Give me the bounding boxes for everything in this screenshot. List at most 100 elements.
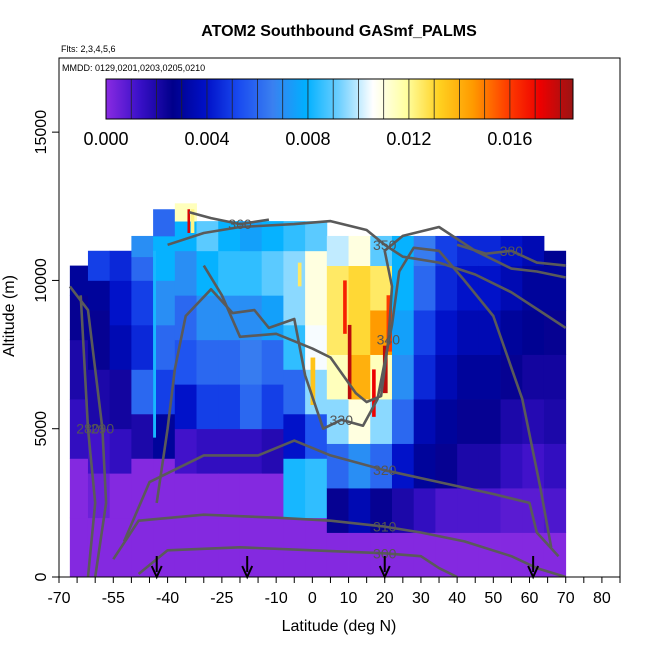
contour-line [188,210,270,226]
contour-line [122,439,560,558]
contour-label: 360 [228,216,252,232]
heatmap-cell [305,250,328,281]
heatmap-cell [413,265,436,311]
heatmap-cell [109,369,132,430]
heatmap-streak [153,250,156,438]
heatmap-cell [500,443,523,489]
heatmap-cell [348,310,371,355]
contour-label: 300 [373,545,397,561]
heatmap-cell [522,399,545,444]
heatmap-cell [131,324,154,370]
heatmap-cell [413,488,436,533]
heatmap-cell [435,265,458,311]
heatmap-cell [457,354,480,400]
heatmap-cell [478,532,501,577]
heatmap-cell [478,310,501,355]
y-tick-label: 15000 [33,110,50,155]
heatmap-cell [196,428,219,474]
heatmap-cell [218,250,241,296]
heatmap-cell [174,250,197,296]
heatmap-cell [391,354,415,400]
heatmap-cell [326,488,349,533]
heatmap-cell [283,280,306,326]
heatmap-cell [435,354,458,400]
heatmap-cell [218,384,241,430]
contour-label: 310 [373,519,397,535]
x-tick-label: 30 [412,590,430,607]
dates-note: MMDD: 0129,0201,0203,0205,0210 [62,63,205,73]
heatmap-cell [370,443,393,489]
heatmap-cell [218,295,241,341]
contour-label: 280 [76,421,100,437]
heatmap-cell [370,399,393,444]
x-tick-label: 60 [521,590,539,607]
heatmap-cell [370,532,393,577]
heatmap-cell [153,458,176,519]
heatmap-streak [190,209,195,233]
heatmap-cell [153,517,176,577]
heatmap-cell [543,443,567,489]
heatmap-cell [457,310,480,355]
heatmap-cell [457,532,480,577]
heatmap-cell [500,265,523,311]
heatmap-cell [543,399,567,444]
heatmap-cell [435,399,458,444]
heatmap-cell [283,250,306,281]
heatmap-cell [478,399,501,444]
heatmap-cell [174,517,197,577]
colorbar-tick-label: 0.004 [184,129,229,149]
colorbar-border [105,78,574,120]
heatmap-cell [239,473,263,519]
heatmap-cell [261,384,284,430]
heatmap-cell [261,250,284,296]
heatmap-cell [196,473,219,519]
heatmap-cell [196,339,219,385]
contour-line [202,225,566,404]
heatmap-cell [218,473,241,519]
heatmap-cell [326,235,349,266]
heatmap-cell [239,384,263,430]
x-axis-label: Latitude (deg N) [282,618,397,635]
heatmap-cell [131,458,154,519]
x-tick-label: 50 [484,590,502,607]
heatmap-cell [500,532,523,577]
x-tick-label: 10 [340,590,358,607]
contour-label: 340 [377,332,401,348]
heatmap-cell [283,369,306,415]
heatmap-cell [239,295,263,341]
heatmap-cell [391,399,415,444]
heatmap-cell [348,235,371,266]
heatmap-cell [261,473,284,519]
x-tick-label: 80 [593,590,611,607]
heatmap-cell [153,280,176,326]
heatmap-cell [69,458,89,519]
heatmap-cell [457,443,480,489]
contour-line [137,546,458,577]
heatmap-cell [131,235,154,258]
contour-label: 380 [500,243,524,259]
heatmap-cell [326,532,349,577]
heatmap-cell [500,310,523,355]
heatmap-cell [218,428,241,474]
colorbar-tick-label: 0.012 [386,129,431,149]
heatmap-cell [131,280,154,326]
heatmap-streak [297,262,302,287]
heatmap-cell [305,280,328,326]
heatmap-cell [109,280,132,326]
heatmap-cell [131,413,154,459]
x-axis: -70 -55 -40 -25 -10 0 10 20 30 40 50 60 70 80 [47,577,621,607]
heatmap-cell [435,310,458,355]
colorbar-tick-label: 0.008 [285,129,330,149]
heatmap-cell [457,399,480,444]
heatmap-cell [69,295,89,341]
heatmap-cell [109,250,132,281]
heatmap-streak [187,209,191,233]
heatmap-cell [239,250,263,296]
heatmap-cell [543,354,567,400]
heatmap-cell [522,354,545,400]
heatmap-cell [522,265,545,311]
plot-frame [58,57,621,578]
heatmap-cell [391,310,415,355]
